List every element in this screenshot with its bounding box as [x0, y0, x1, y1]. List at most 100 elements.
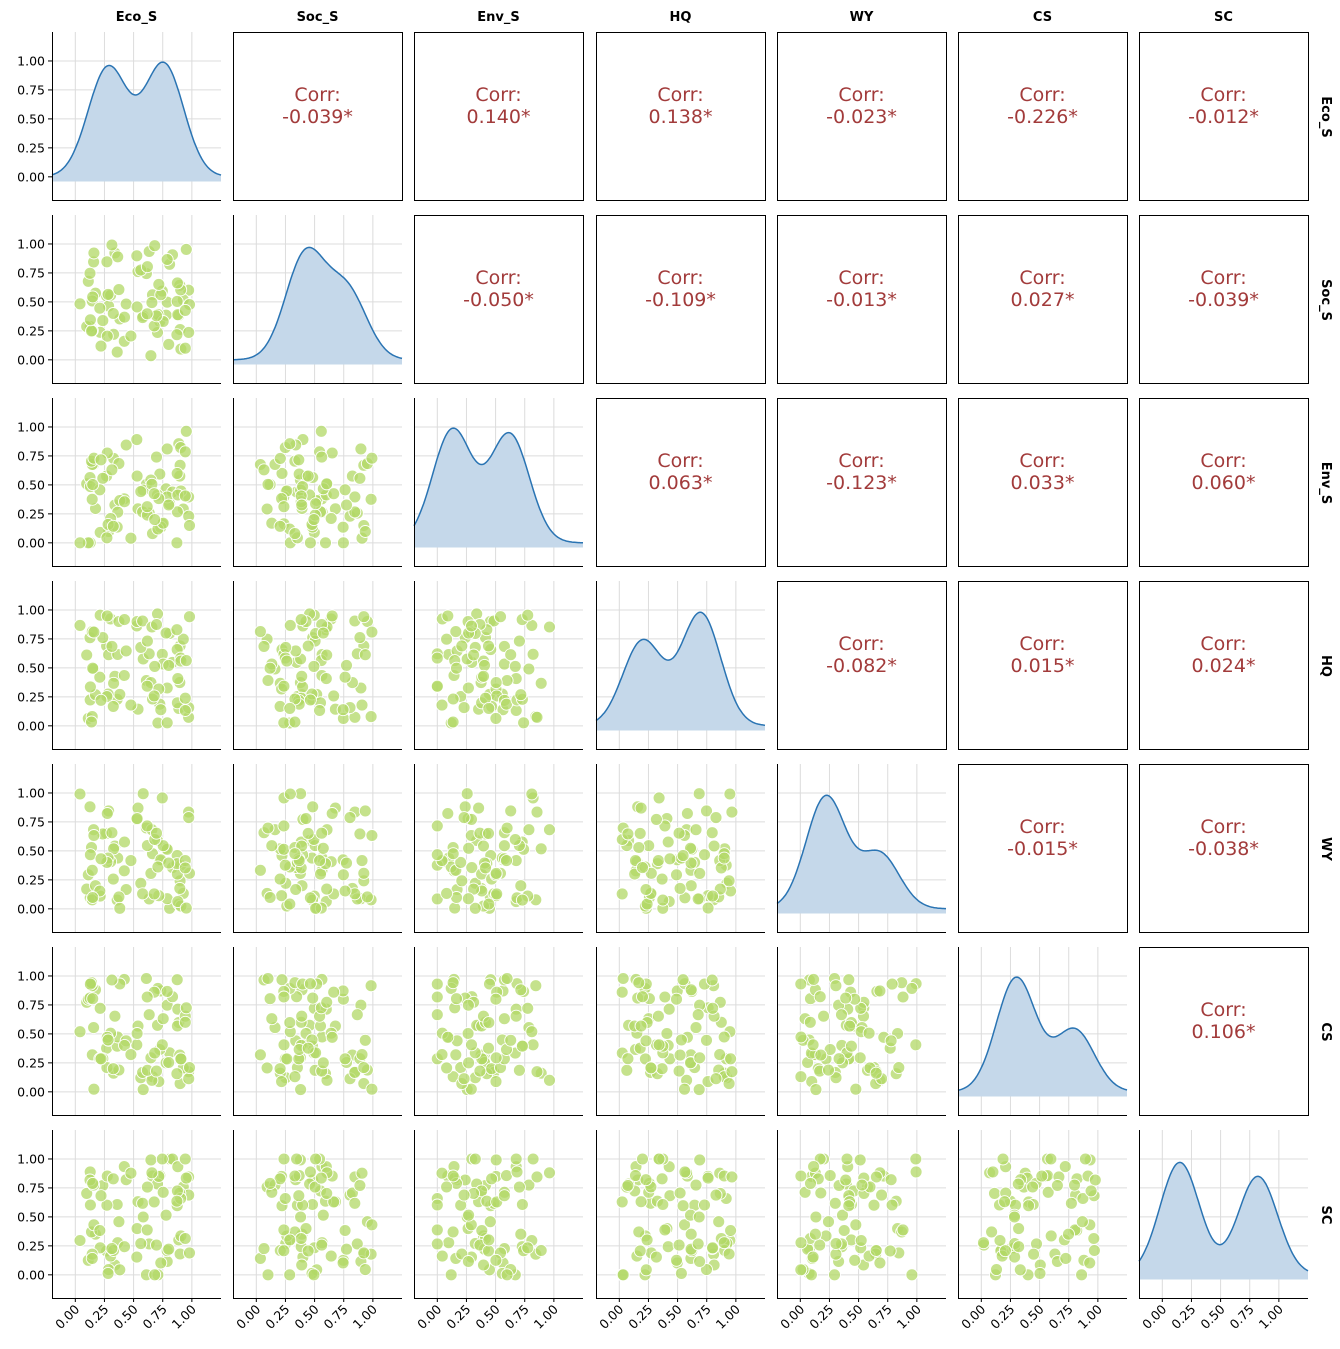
- scatter-point: [885, 977, 899, 991]
- scatter-point: [1088, 1173, 1102, 1187]
- scatter-point: [988, 1186, 1001, 1200]
- scatter-point: [179, 242, 193, 256]
- scatter-point: [261, 821, 275, 835]
- scatter-point: [160, 442, 174, 456]
- row-title-env-s: Env_S: [1318, 462, 1333, 504]
- scatter-point: [1062, 1227, 1075, 1241]
- x-tick-label: 0.25: [443, 1302, 473, 1332]
- scatter-point: [283, 787, 297, 801]
- column-title-sc: SC: [1214, 10, 1233, 25]
- scatter-point: [296, 680, 310, 694]
- panel-frame: [1139, 764, 1309, 933]
- scatter-point: [277, 1223, 291, 1237]
- scatter-point: [288, 847, 302, 861]
- x-tick-label: 0.75: [1046, 1302, 1076, 1332]
- scatter-point: [615, 887, 629, 901]
- scatter-point: [140, 990, 154, 1004]
- scatter-point: [530, 1065, 544, 1079]
- scatter-point: [674, 1266, 688, 1280]
- scatter-point: [809, 1083, 823, 1097]
- scatter-point: [632, 841, 646, 854]
- scatter-point: [1083, 1256, 1097, 1270]
- scatter-point: [822, 1063, 835, 1077]
- scatter-point: [86, 891, 100, 904]
- scatter-point: [457, 1188, 471, 1202]
- scatter-point: [794, 1236, 808, 1250]
- scatter-point: [336, 520, 350, 534]
- scatter-point: [517, 716, 531, 730]
- x-tick-label: 1.00: [713, 1301, 743, 1331]
- scatter-point: [151, 607, 164, 621]
- kde-area-hq: [596, 612, 765, 731]
- scatter-point: [295, 1009, 309, 1023]
- scatter-point: [639, 1263, 653, 1277]
- scatter-point: [86, 290, 100, 304]
- scatter-point: [93, 1001, 107, 1015]
- scatter-point: [725, 805, 739, 819]
- y-tick-label: 1.00: [17, 968, 45, 983]
- scatter-point: [265, 1012, 279, 1026]
- panel-axes: [777, 764, 946, 933]
- scatter-point: [364, 710, 378, 724]
- scatter-point: [327, 985, 341, 999]
- scatter-point: [134, 485, 148, 499]
- scatter-point: [444, 1268, 458, 1282]
- scatter-point: [478, 658, 491, 672]
- scatter-point: [508, 833, 522, 846]
- x-tick-label: 0.25: [262, 1302, 292, 1332]
- scatter-point: [86, 1176, 100, 1190]
- scatter-point: [257, 639, 271, 653]
- scatter-point: [522, 823, 536, 837]
- corr-value-cell-eco-s-wy: -0.023*: [826, 106, 897, 128]
- scatter-point: [454, 855, 468, 869]
- scatter-point: [83, 266, 97, 280]
- row-title-cs: CS: [1318, 1022, 1333, 1041]
- scatter-point: [854, 1234, 868, 1247]
- scatter-point: [652, 1152, 666, 1166]
- scatter-point: [73, 297, 87, 311]
- scatter-point: [86, 661, 100, 675]
- scatter-point: [986, 1165, 1000, 1179]
- scatter-point: [338, 884, 352, 898]
- scatter-point: [472, 801, 486, 815]
- scatter-point: [794, 977, 808, 991]
- panel-axes: [596, 764, 765, 933]
- corr-label-cell-env-s-hq: Corr:: [657, 450, 703, 472]
- corr-label-cell-eco-s-wy: Corr:: [838, 84, 884, 106]
- scatter-point: [85, 492, 99, 506]
- panel-axes: [777, 947, 946, 1116]
- panel-frame: [414, 32, 584, 201]
- y-tick-label: 0.50: [17, 660, 45, 675]
- scatter-point: [155, 1038, 169, 1052]
- scatter-point: [119, 297, 133, 311]
- scatter-point: [1087, 1232, 1101, 1245]
- scatter-point: [809, 1210, 823, 1224]
- kde-line-eco-s: [51, 61, 222, 176]
- scatter-point: [303, 891, 317, 905]
- y-tick-label: 0.50: [17, 1209, 45, 1224]
- scatter-point: [273, 451, 287, 465]
- scatter-point: [316, 626, 330, 640]
- scatter-point: [905, 1268, 919, 1282]
- scatter-point: [680, 807, 694, 820]
- scatter-point: [1059, 1251, 1073, 1265]
- scatter-point: [355, 854, 369, 868]
- scatter-point: [261, 972, 275, 985]
- column-title-env-s: Env_S: [477, 10, 519, 25]
- scatter-point: [514, 879, 528, 893]
- y-tick-label: 0.75: [17, 1180, 45, 1195]
- scatter-point: [521, 1241, 535, 1255]
- panel-frame: [1139, 215, 1309, 384]
- scatter-point: [353, 1179, 367, 1192]
- scatter-point: [873, 984, 887, 998]
- corr-label-cell-wy-cs: Corr:: [1019, 816, 1065, 838]
- scatter-point: [277, 842, 291, 856]
- scatter-point: [655, 1172, 669, 1186]
- scatter-point: [119, 644, 133, 658]
- scatter-point: [144, 1153, 158, 1167]
- scatter-point: [621, 1052, 635, 1066]
- scatter-point: [155, 791, 169, 805]
- scatter-point: [183, 1061, 196, 1075]
- column-title-wy: WY: [850, 10, 874, 25]
- scatter-point: [457, 811, 471, 825]
